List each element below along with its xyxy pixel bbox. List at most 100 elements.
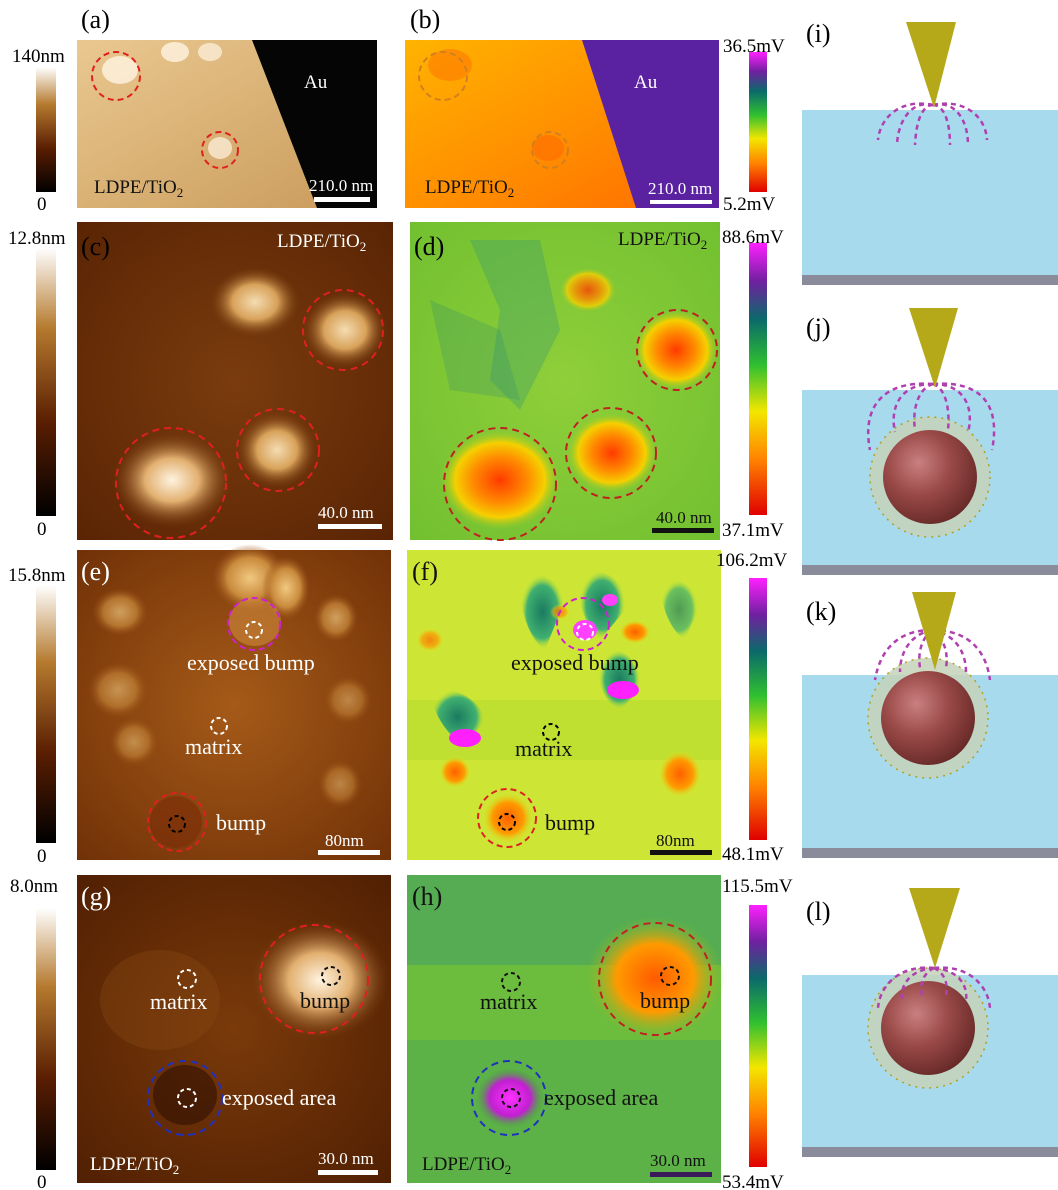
colorbar-c-max: 12.8nm: [8, 228, 66, 249]
matrix-label: matrix: [150, 989, 207, 1014]
white-circle: [576, 623, 594, 641]
colorbar-c: 12.8nm 0: [8, 228, 66, 540]
red-circle: [477, 788, 537, 848]
sample-label: LDPE/TiO2: [277, 231, 366, 254]
particle-icon: [883, 430, 977, 524]
colorbar-b: 36.5mV 5.2mV: [723, 36, 785, 215]
panel-g-label: (g): [81, 882, 111, 911]
white-circle: [177, 969, 197, 989]
panel-e: (e) exposed bump matrix bump 80nm: [77, 544, 391, 860]
panel-c: (c) LDPE/TiO2 40.0 nm: [77, 222, 393, 540]
bump-label: bump: [216, 810, 266, 835]
red-circle: [565, 407, 657, 499]
exposed-area-label: exposed area: [544, 1085, 658, 1110]
black-circle: [542, 723, 560, 741]
red-circle: [236, 408, 320, 492]
scalebar: [650, 200, 712, 204]
schematic-j: (j): [802, 308, 1058, 575]
colorbar-d-max: 88.6mV: [722, 227, 784, 248]
colorbar-e-min: 0: [37, 846, 47, 867]
white-circle: [210, 717, 228, 735]
scalebar-label: 30.0 nm: [318, 1149, 374, 1168]
red-circle: [147, 792, 207, 852]
colorbar-e: 15.8nm 0: [8, 565, 66, 867]
colorbar-e-max: 15.8nm: [8, 565, 66, 586]
panel-g: (g) matrix bump exposed area LDPE/TiO2 3…: [77, 875, 391, 1183]
scalebar-label: 80nm: [325, 831, 364, 850]
red-circle: [91, 51, 141, 101]
panel-b: (b) Au LDPE/TiO2 210.0 nm: [405, 5, 719, 208]
scalebar-label: 30.0 nm: [650, 1151, 706, 1170]
black-circle: [168, 815, 186, 833]
bump-label: bump: [545, 810, 595, 835]
panel-d-label: (d): [414, 232, 444, 261]
sample-label: LDPE/TiO2: [90, 1154, 179, 1177]
scalebar-label: 40.0 nm: [656, 508, 712, 527]
magenta-circle: [227, 597, 281, 651]
sample-label: LDPE/TiO2: [94, 177, 183, 200]
white-circle: [245, 621, 263, 639]
matrix-label: matrix: [515, 736, 572, 761]
tip-icon: [909, 308, 958, 388]
tip-icon: [912, 592, 956, 670]
colorbar-g: 8.0nm 0: [10, 876, 58, 1190]
au-label: Au: [304, 72, 328, 93]
black-circle: [498, 813, 516, 831]
black-circle: [501, 972, 521, 992]
colorbar-g-max: 8.0nm: [10, 876, 58, 897]
scalebar: [318, 1170, 378, 1175]
scalebar: [650, 850, 712, 855]
panel-j-label: (j): [806, 313, 831, 342]
scalebar: [318, 524, 382, 529]
tip-icon: [909, 888, 960, 968]
red-circle: [302, 289, 384, 371]
red-circle: [418, 51, 468, 101]
red-circle: [636, 309, 718, 391]
red-circle: [201, 131, 239, 169]
colorbar-f-min: 48.1mV: [722, 844, 784, 865]
red-circle: [115, 427, 227, 539]
exposed-area-label: exposed area: [222, 1085, 336, 1110]
colorbar-h-max: 115.5mV: [722, 876, 793, 897]
scalebar-label: 40.0 nm: [318, 503, 374, 522]
colorbar-a-min: 0: [37, 194, 47, 215]
colorbar-d-min: 37.1mV: [722, 520, 784, 541]
colorbar-g-min: 0: [37, 1172, 47, 1190]
colorbar-f-max: 106.2mV: [716, 550, 788, 571]
scalebar: [314, 197, 370, 202]
tip-icon: [906, 22, 956, 108]
white-circle: [177, 1088, 197, 1108]
scalebar-label: 210.0 nm: [309, 176, 373, 195]
panel-c-label: (c): [81, 232, 110, 261]
bump-label: bump: [300, 988, 350, 1013]
au-label: Au: [634, 72, 658, 93]
colorbar-c-min: 0: [37, 519, 47, 540]
panel-l-label: (l): [806, 897, 831, 926]
colorbar-b-min: 5.2mV: [723, 194, 776, 215]
panel-f-label: (f): [412, 557, 438, 586]
scalebar: [650, 1172, 712, 1177]
sample-label: LDPE/TiO2: [618, 229, 707, 252]
bump-label: bump: [640, 988, 690, 1013]
magenta-circle: [556, 597, 610, 651]
red-circle: [259, 924, 369, 1034]
scalebar-label: 210.0 nm: [648, 179, 712, 198]
red-circle: [531, 131, 569, 169]
particle-icon: [881, 981, 975, 1075]
panel-k-label: (k): [806, 597, 836, 626]
schematic-l: (l): [802, 888, 1058, 1157]
panel-f: (f) exposed bump matrix bump 80nm: [407, 550, 721, 860]
white-circle: [321, 966, 341, 986]
black-circle: [501, 1088, 521, 1108]
matrix-label: matrix: [185, 734, 242, 759]
scalebar-label: 80nm: [656, 831, 695, 850]
exposed-bump-label: exposed bump: [511, 650, 639, 675]
sample-label: LDPE/TiO2: [425, 177, 514, 200]
panel-h: (h) matrix bump exposed area LDPE/TiO2 3…: [407, 875, 725, 1183]
black-circle: [660, 966, 680, 986]
schematic-k: (k): [802, 592, 1058, 858]
sample-label: LDPE/TiO2: [422, 1154, 511, 1177]
colorbar-a-max: 140nm: [12, 46, 65, 67]
panel-i-label: (i): [806, 19, 831, 48]
